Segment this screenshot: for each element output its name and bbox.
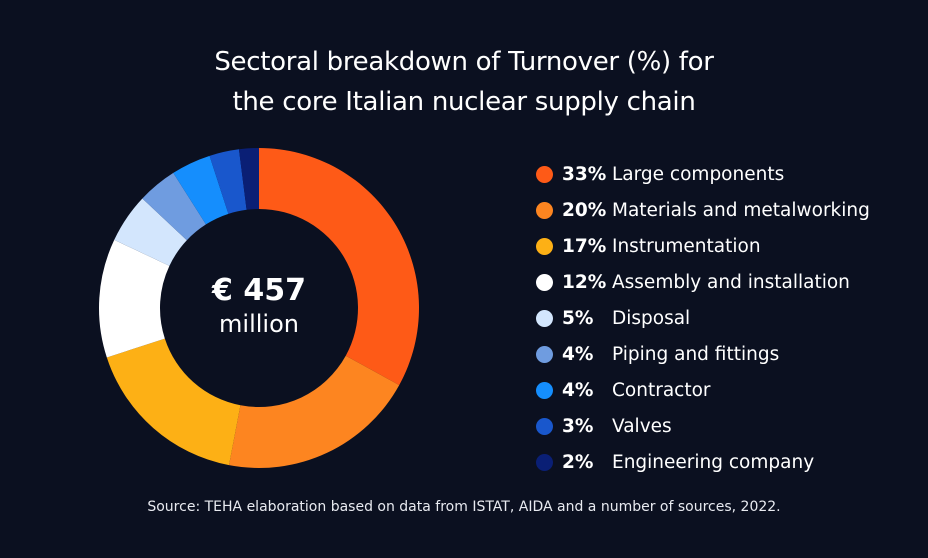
- legend-item: 2% Engineering company: [536, 444, 870, 480]
- legend-label: Large components: [612, 163, 785, 185]
- legend-label: Disposal: [612, 307, 691, 329]
- legend-swatch: [536, 381, 553, 399]
- legend-label: Engineering company: [612, 451, 815, 473]
- legend-item: 3% Valves: [536, 408, 870, 444]
- legend-percent: 2%: [562, 451, 594, 473]
- legend-item: 33% Large components: [536, 156, 870, 192]
- chart-title: Sectoral breakdown of Turnover (%) for t…: [0, 42, 928, 122]
- donut-slice-valves: [209, 149, 247, 214]
- donut-slice-piping-and-fittings: [142, 172, 206, 241]
- legend-swatch: [536, 165, 553, 183]
- title-line-1: Sectoral breakdown of Turnover (%) for: [214, 47, 714, 77]
- legend-percent: 4%: [562, 379, 594, 401]
- legend-swatch: [536, 453, 553, 471]
- legend-percent: 3%: [562, 415, 594, 437]
- donut-slice-assembly-and-installation: [98, 239, 170, 358]
- legend-percent: 4%: [562, 343, 594, 365]
- donut-slice-large-components: [259, 148, 420, 386]
- donut-slice-disposal: [114, 198, 187, 266]
- legend-item: 17% Instrumentation: [536, 228, 870, 264]
- legend-item: 4% Piping and fittings: [536, 336, 870, 372]
- legend-swatch: [536, 309, 553, 327]
- legend-swatch: [536, 273, 553, 291]
- title-line-2: the core Italian nuclear supply chain: [232, 87, 696, 117]
- legend-swatch: [536, 345, 553, 363]
- legend-item: 20% Materials and metalworking: [536, 192, 870, 228]
- legend-label: Contractor: [612, 379, 711, 401]
- center-total-unit: million: [219, 310, 299, 338]
- legend-swatch: [536, 201, 553, 219]
- legend-label: Materials and metalworking: [612, 199, 870, 221]
- legend-swatch: [536, 417, 553, 435]
- legend-label: Instrumentation: [612, 235, 761, 257]
- donut-slice-engineering-company: [238, 148, 259, 210]
- legend-item: 5% Disposal: [536, 300, 870, 336]
- donut-slice-materials-and-metalworking: [229, 355, 400, 469]
- legend-item: 12% Assembly and installation: [536, 264, 870, 300]
- legend-percent: 20%: [562, 199, 607, 221]
- center-total-value: € 457: [212, 273, 306, 308]
- legend-label: Piping and fittings: [612, 343, 780, 365]
- legend-percent: 12%: [562, 271, 607, 293]
- donut-slice-contractor: [173, 155, 229, 225]
- legend-swatch: [536, 237, 553, 255]
- legend-label: Assembly and installation: [612, 271, 850, 293]
- legend-percent: 5%: [562, 307, 594, 329]
- donut-slice-instrumentation: [106, 338, 241, 466]
- legend: 33% Large components 20% Materials and meta…: [536, 156, 870, 480]
- legend-percent: 33%: [562, 163, 607, 185]
- legend-item: 4% Contractor: [536, 372, 870, 408]
- legend-percent: 17%: [562, 235, 607, 257]
- legend-label: Valves: [612, 415, 672, 437]
- source-note: Source: TEHA elaboration based on data f…: [147, 499, 781, 515]
